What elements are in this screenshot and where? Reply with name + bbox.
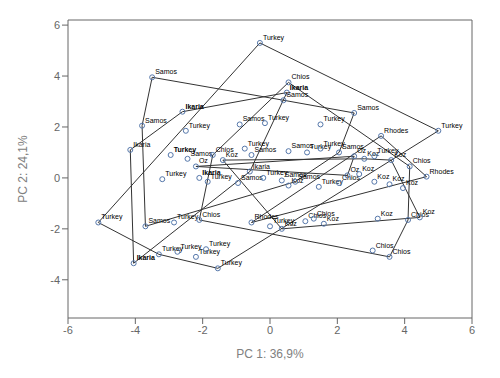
- svg-text:Chios: Chios: [292, 73, 310, 80]
- svg-text:Samos: Samos: [342, 143, 364, 151]
- svg-text:Chios: Chios: [411, 210, 429, 218]
- svg-text:6: 6: [54, 19, 60, 31]
- svg-text:-4: -4: [50, 274, 60, 286]
- svg-text:Rhodes: Rhodes: [430, 168, 455, 175]
- svg-text:-2: -2: [198, 324, 208, 336]
- svg-text:4: 4: [54, 70, 60, 82]
- svg-text:Koz: Koz: [291, 176, 304, 184]
- svg-text:Samos: Samos: [291, 142, 314, 150]
- svg-text:Samos: Samos: [145, 117, 167, 124]
- svg-text:Koz: Koz: [406, 179, 419, 186]
- svg-text:Oz: Oz: [199, 157, 208, 164]
- svg-text:Turkey: Turkey: [165, 170, 187, 178]
- svg-text:2: 2: [334, 324, 340, 336]
- svg-text:6: 6: [469, 324, 475, 336]
- svg-text:Chios: Chios: [376, 242, 394, 249]
- svg-text:Turkey: Turkey: [263, 34, 285, 42]
- svg-text:-4: -4: [130, 324, 140, 336]
- svg-text:Turkey: Turkey: [189, 122, 211, 130]
- svg-text:Chios: Chios: [413, 157, 431, 164]
- svg-text:Oz: Oz: [350, 166, 359, 173]
- svg-text:Koz: Koz: [381, 210, 394, 217]
- svg-text:Ikaria: Ikaria: [137, 254, 155, 261]
- svg-text:Rhodes: Rhodes: [384, 127, 409, 134]
- svg-text:-2: -2: [50, 223, 60, 235]
- svg-text:-6: -6: [63, 324, 73, 336]
- svg-text:Ikaria: Ikaria: [133, 141, 150, 148]
- svg-text:Koz: Koz: [423, 208, 436, 215]
- svg-text:Samos: Samos: [286, 91, 308, 98]
- svg-text:Chios: Chios: [202, 211, 220, 218]
- svg-text:Turkey: Turkey: [180, 242, 202, 250]
- svg-text:Ikaria: Ikaria: [252, 162, 270, 170]
- svg-text:Ikaria: Ikaria: [185, 103, 203, 110]
- svg-text:Samos: Samos: [148, 217, 170, 224]
- svg-text:Chios: Chios: [342, 174, 360, 181]
- svg-text:Koz: Koz: [226, 151, 239, 158]
- svg-text:Turkey: Turkey: [211, 173, 233, 181]
- svg-text:Turkey: Turkey: [324, 115, 346, 123]
- svg-text:Koz: Koz: [285, 220, 298, 227]
- svg-text:Turkey: Turkey: [323, 139, 345, 147]
- svg-text:Koz: Koz: [377, 173, 390, 180]
- svg-text:Rhodes: Rhodes: [254, 213, 279, 221]
- svg-text:Koz: Koz: [393, 175, 406, 182]
- svg-text:Samos: Samos: [241, 174, 263, 181]
- svg-text:Samos: Samos: [243, 115, 265, 122]
- svg-text:Chios: Chios: [393, 248, 411, 255]
- svg-text:PC 2: 24,1%: PC 2: 24,1%: [16, 135, 30, 203]
- svg-text:Turkey: Turkey: [199, 248, 221, 256]
- svg-text:Turkey: Turkey: [177, 213, 199, 221]
- svg-text:Chios: Chios: [215, 146, 234, 153]
- svg-text:0: 0: [267, 324, 273, 336]
- svg-text:Turkey: Turkey: [161, 245, 183, 253]
- svg-text:Turkey: Turkey: [268, 114, 290, 122]
- svg-text:Turkey: Turkey: [441, 122, 463, 130]
- svg-text:Samos: Samos: [357, 104, 379, 111]
- svg-text:Samos: Samos: [254, 146, 276, 153]
- svg-text:Turkey: Turkey: [209, 240, 231, 248]
- svg-text:Turkey: Turkey: [266, 168, 288, 176]
- svg-text:2: 2: [54, 121, 60, 133]
- svg-text:Koz: Koz: [367, 149, 380, 157]
- svg-text:Samos: Samos: [191, 150, 213, 157]
- svg-text:Turkey: Turkey: [221, 259, 243, 267]
- svg-text:Turkey: Turkey: [322, 178, 344, 186]
- svg-text:Samos: Samos: [298, 173, 320, 180]
- svg-text:Koz: Koz: [394, 151, 407, 158]
- svg-text:PC 1: 36,9%: PC 1: 36,9%: [236, 347, 304, 361]
- svg-text:Turkey: Turkey: [247, 139, 269, 147]
- svg-text:Turkey: Turkey: [377, 147, 399, 155]
- svg-text:Turkey: Turkey: [310, 143, 332, 151]
- svg-text:Koz: Koz: [327, 215, 340, 222]
- svg-text:0: 0: [54, 172, 60, 184]
- svg-text:Ikaria: Ikaria: [290, 84, 308, 91]
- svg-text:Koz: Koz: [362, 165, 375, 172]
- svg-text:Oz: Oz: [357, 147, 366, 154]
- svg-text:4: 4: [402, 324, 408, 336]
- svg-text:Turkey: Turkey: [173, 146, 197, 153]
- svg-text:Turkey: Turkey: [101, 213, 123, 221]
- svg-text:Samos: Samos: [155, 68, 177, 75]
